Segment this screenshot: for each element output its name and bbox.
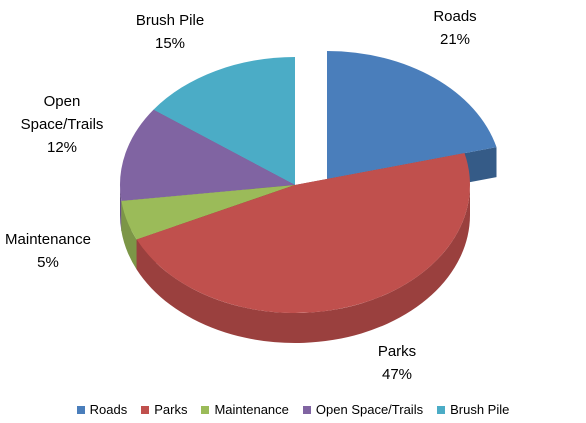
label-name: Maintenance: [5, 231, 91, 248]
slice-top: [120, 109, 296, 202]
label-value: 15%: [154, 35, 186, 52]
slice-top: [136, 153, 470, 313]
legend-item: Roads: [76, 402, 128, 417]
label-value: 47%: [381, 366, 413, 383]
data-label: Maintenance 5%: [0, 228, 96, 274]
legend-label: Roads: [89, 402, 128, 417]
data-label: Open Space/Trails 12%: [12, 90, 112, 159]
legend-swatch: [302, 405, 311, 414]
label-value: 5%: [37, 254, 59, 271]
legend-swatch: [76, 405, 85, 414]
slice-top: [153, 57, 295, 185]
slice-wall: [136, 185, 470, 344]
legend: Roads Parks Maintenance Open Space/Trails Br…: [0, 402, 586, 417]
label-name: Open Space/Trails: [20, 93, 104, 133]
data-label: Roads 21%: [405, 5, 505, 51]
label-name: Brush Pile: [135, 12, 205, 29]
legend-item: Brush Pile: [437, 402, 509, 417]
pie-plot: [120, 51, 497, 344]
legend-label: Open Space/Trails: [315, 402, 424, 417]
data-label: Parks 47%: [347, 340, 447, 386]
label-value: 12%: [46, 139, 78, 156]
legend-swatch: [437, 405, 446, 414]
legend-label: Parks: [154, 402, 188, 417]
pie-slice: [136, 153, 470, 344]
data-label: Brush Pile 15%: [120, 9, 220, 55]
legend-swatch: [141, 405, 150, 414]
legend-label: Brush Pile: [450, 402, 510, 417]
legend-item: Parks: [141, 402, 187, 417]
label-value: 21%: [439, 31, 471, 48]
legend-item: Open Space/Trails: [302, 402, 424, 417]
legend-item: Maintenance: [201, 402, 289, 417]
slice-wall: [121, 201, 137, 270]
legend-swatch: [201, 405, 210, 414]
legend-label: Maintenance: [214, 402, 289, 417]
slice-top: [327, 51, 497, 179]
slice-wall: [120, 185, 122, 232]
label-name: Roads: [433, 8, 477, 25]
label-name: Parks: [377, 343, 417, 360]
slice-top: [121, 185, 295, 240]
